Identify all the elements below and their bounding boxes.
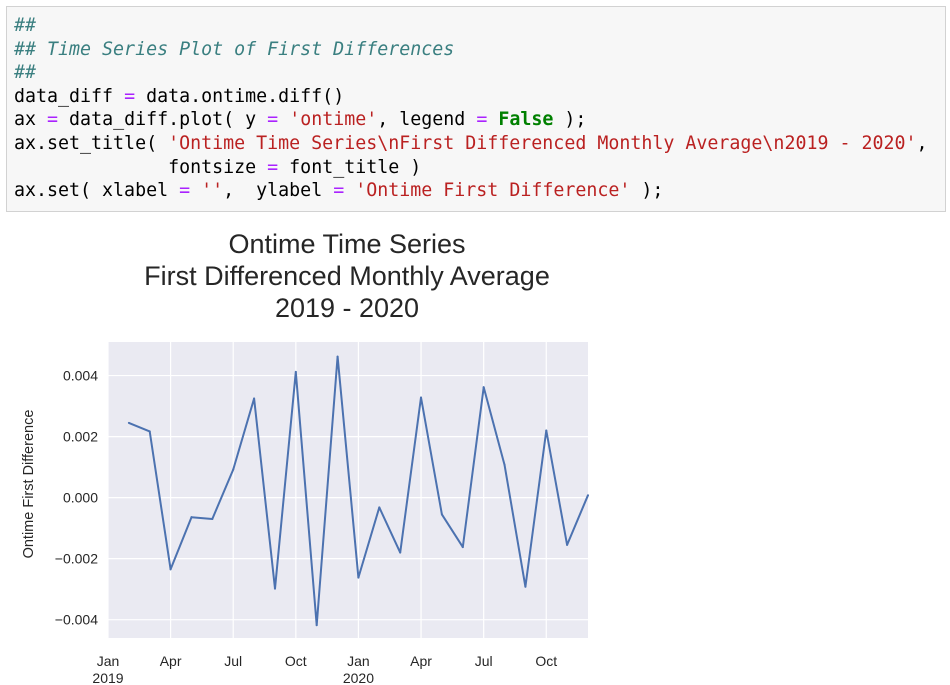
code-token: =	[47, 109, 59, 131]
code-token: ,	[916, 132, 928, 154]
chart-title-line-2: First Differenced Monthly Average	[144, 261, 550, 291]
code-token: =	[179, 180, 191, 202]
code-token: , legend	[377, 109, 477, 131]
y-tick-label: −0.004	[55, 612, 98, 628]
data-point	[169, 568, 172, 571]
data-point	[253, 397, 256, 400]
x-tick-year-label: 2020	[343, 670, 374, 685]
code-token: data_diff	[14, 85, 125, 107]
code-token: =	[267, 156, 279, 178]
code-token: 'Ontime Time Series\nFirst Differenced M…	[168, 132, 917, 154]
code-token	[487, 109, 498, 130]
code-line: ## Time Series Plot of First Differences	[14, 38, 928, 62]
y-tick-label: 0.000	[63, 490, 98, 506]
chart-title-line-1: Ontime Time Series	[228, 229, 465, 259]
y-tick-label: 0.004	[63, 368, 98, 384]
data-point	[357, 576, 360, 579]
code-token: ax.set_title(	[14, 132, 169, 154]
y-tick-label: 0.002	[63, 429, 98, 445]
data-point	[294, 370, 297, 373]
data-point	[524, 585, 527, 588]
data-point	[315, 624, 318, 627]
code-token: );	[553, 109, 587, 131]
code-token: =	[333, 180, 345, 202]
code-token: ax	[14, 109, 48, 131]
code-token: ''	[201, 180, 224, 202]
code-token	[278, 109, 289, 130]
code-token: ## Time Series Plot of First Differences	[14, 38, 455, 60]
code-token: , ylabel	[223, 180, 334, 202]
code-line: ##	[14, 61, 928, 85]
data-point	[566, 543, 569, 546]
x-tick-label: Apr	[160, 653, 182, 669]
data-point	[148, 430, 151, 433]
code-cell[interactable]: ## ## Time Series Plot of First Differenc…	[6, 6, 946, 212]
chart-output: −0.004 −0.002 0.000 0.002 0.004 Jan 2019 Apr Jul…	[0, 220, 600, 685]
code-token: =	[124, 85, 136, 107]
code-token: ##	[14, 62, 37, 84]
data-point	[127, 421, 130, 424]
code-token: 'ontime'	[289, 109, 378, 131]
x-tick-label: Apr	[410, 653, 432, 669]
data-point	[211, 517, 214, 520]
code-line: ax.set( xlabel = '', ylabel = 'Ontime Fi…	[14, 179, 928, 203]
data-point	[545, 429, 548, 432]
data-point	[190, 516, 193, 519]
data-point	[336, 355, 339, 358]
code-token: ax.set( xlabel	[14, 180, 180, 202]
data-point	[378, 506, 381, 509]
data-point	[232, 468, 235, 471]
code-line: ax.set_title( 'Ontime Time Series\nFirst…	[14, 132, 928, 156]
code-token: =	[476, 109, 488, 131]
x-tick-label: Oct	[285, 653, 307, 669]
x-tick-label: Jan	[347, 653, 370, 669]
code-line: ax = data_diff.plot( y = 'ontime', legen…	[14, 108, 928, 132]
code-token: =	[267, 109, 279, 131]
code-token: 'Ontime First Difference'	[355, 180, 631, 202]
x-tick-label: Jul	[475, 653, 493, 669]
code-line: ##	[14, 14, 928, 38]
data-point	[587, 494, 589, 497]
data-point	[461, 546, 464, 549]
x-tick-label: Oct	[535, 653, 557, 669]
x-tick-year-label: 2019	[92, 670, 123, 685]
data-point	[482, 386, 485, 389]
code-token	[190, 180, 201, 201]
code-line: fontsize = font_title )	[14, 156, 928, 180]
code-token: False	[498, 109, 554, 131]
y-axis-label: Ontime First Difference	[21, 410, 37, 559]
code-line: data_diff = data.ontime.diff()	[14, 85, 928, 109]
data-point	[503, 463, 506, 466]
code-token: );	[630, 180, 664, 202]
data-point	[420, 396, 423, 399]
plot-area	[108, 342, 588, 638]
data-point	[440, 513, 443, 516]
code-token	[344, 180, 355, 201]
x-tick-label: Jul	[224, 653, 242, 669]
chart-title-line-3: 2019 - 2020	[275, 293, 419, 323]
x-tick-label: Jan	[97, 653, 120, 669]
code-token: ##	[14, 15, 37, 36]
code-token: fontsize	[14, 156, 268, 178]
data-point	[273, 587, 276, 590]
code-token: font_title )	[278, 156, 422, 178]
y-tick-label: −0.002	[55, 551, 98, 567]
data-point	[399, 551, 402, 554]
code-token: data.ontime.diff()	[135, 85, 345, 107]
code-editor[interactable]: ## ## Time Series Plot of First Differenc…	[14, 14, 928, 203]
code-token: data_diff.plot( y	[58, 109, 268, 131]
